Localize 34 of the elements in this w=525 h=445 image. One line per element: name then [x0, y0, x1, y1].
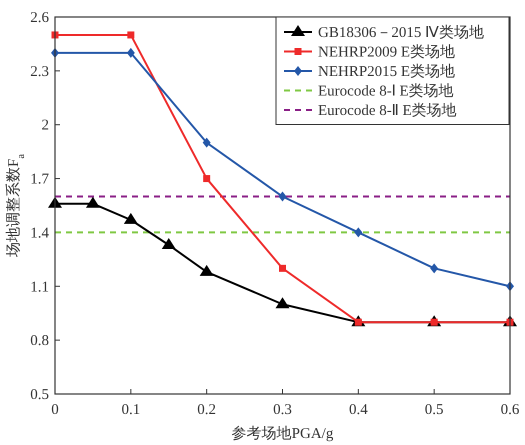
y-tick-label: 2 — [42, 118, 49, 134]
point — [279, 264, 286, 272]
point — [202, 138, 211, 148]
point — [354, 227, 362, 238]
x-tick-label: 0.5 — [424, 402, 444, 418]
y-tick-label: 2.6 — [30, 10, 50, 26]
legend-label: NEHRP2009 E类场地 — [318, 44, 456, 60]
x-tick-label: 0.1 — [121, 402, 140, 418]
legend-label: GB18306－2015 Ⅳ类场地 — [318, 24, 484, 41]
y-tick-label: 0.5 — [30, 387, 49, 403]
point — [278, 192, 286, 202]
x-tick-label: 0.2 — [197, 402, 216, 418]
point — [86, 196, 100, 208]
point — [430, 263, 438, 274]
y-tick-label: 2.3 — [30, 64, 49, 80]
legend-label: NEHRP2015 E类场地 — [318, 63, 456, 80]
point — [203, 175, 210, 182]
y-tick-label: 0.8 — [30, 333, 49, 350]
x-axis-title: 参考场地PGA/g — [232, 425, 334, 442]
y-tick-label: 1.1 — [30, 279, 49, 296]
x-tick-label: 0 — [51, 402, 59, 418]
point — [124, 212, 138, 224]
point — [126, 48, 135, 58]
legend-label: Eurocode 8-Ⅱ E类场地 — [318, 102, 457, 119]
point — [200, 264, 214, 276]
point — [127, 31, 134, 38]
x-tick-label: 0.6 — [500, 402, 520, 418]
legend-label: Eurocode 8-Ⅰ E类场地 — [318, 82, 454, 100]
point — [162, 238, 176, 249]
x-tick-label: 0.4 — [348, 402, 368, 418]
y-tick-label: 1.7 — [30, 172, 50, 188]
y-tick-label: 1.4 — [30, 225, 50, 242]
x-tick-label: 0.3 — [273, 402, 292, 418]
point — [276, 297, 290, 308]
